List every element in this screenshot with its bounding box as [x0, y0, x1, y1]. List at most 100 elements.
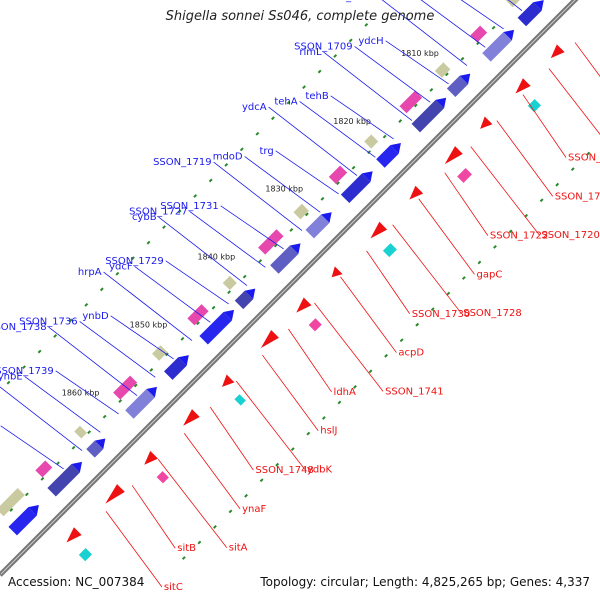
forward-gene-block: [270, 245, 299, 274]
forward-gene-block: [125, 389, 155, 419]
tick-dot-far: [317, 69, 322, 74]
tick-dot-inner: [196, 321, 200, 326]
tick-dot-outer: [353, 385, 357, 389]
reverse-gene-label: sitA: [229, 543, 248, 554]
tick-dot-inner: [102, 414, 107, 419]
reverse-gene-arrow: [66, 527, 82, 543]
forward-gene-block: [199, 311, 232, 345]
forward-gene-label: SSON_1709: [294, 41, 353, 52]
tick-dot-outer: [228, 509, 233, 514]
forward-gene-block: [482, 31, 512, 62]
forward-gene-label: cybB: [132, 212, 157, 223]
reverse-gene-arrow: [480, 116, 493, 129]
tick-dot-far: [193, 194, 198, 198]
tick-dot-inner: [242, 274, 247, 279]
tick-dot-outer: [368, 369, 373, 374]
forward-gene-annotation: [187, 304, 209, 326]
tick-dot-outer: [399, 338, 404, 343]
forward-gene-annotation: [328, 165, 348, 184]
reverse-gene-label: ydbK: [307, 464, 333, 475]
forward-gene-block: [47, 463, 80, 497]
forward-gene-arrow: [178, 355, 189, 366]
kbp-marker: 1810 kbp: [401, 49, 439, 58]
reverse-gene-block: [234, 394, 246, 406]
forward-gene-label: ydcA: [242, 102, 267, 113]
forward-label-leader: [244, 156, 321, 213]
forward-gene-annotation: [293, 203, 310, 220]
forward-label-leader: [158, 216, 248, 286]
forward-gene-label: tehA: [274, 96, 297, 107]
reverse-gene-arrow: [222, 374, 235, 387]
forward-gene-block: [305, 214, 330, 239]
forward-label-leader: [0, 425, 64, 470]
tick-dot-outer: [275, 462, 280, 467]
forward-label-leader: [189, 211, 266, 268]
forward-gene-arrow: [533, 0, 544, 11]
forward-gene-label: trg: [259, 146, 273, 157]
tick-dot-inner: [320, 196, 325, 201]
reverse-gene-label: hslJ: [320, 426, 337, 437]
tick-dot-outer: [197, 540, 202, 545]
tick-dot-far: [146, 240, 151, 245]
forward-gene-block: [86, 440, 104, 458]
reverse-gene-label: ynaF: [242, 504, 266, 515]
forward-gene-arrow: [71, 461, 83, 473]
reverse-label-leader: [418, 198, 475, 275]
tick-dot-far: [99, 287, 104, 292]
forward-label-leader: [220, 205, 284, 250]
forward-gene-label: rimL: [299, 47, 322, 58]
forward-gene-arrow: [503, 29, 515, 41]
reverse-gene-block: [527, 99, 542, 113]
tick-dot-inner: [413, 103, 418, 108]
forward-gene-label: ydcH: [358, 36, 383, 47]
tick-dot-outer: [586, 151, 591, 156]
forward-gene-annotation: [470, 25, 488, 43]
reverse-gene-arrow: [444, 146, 463, 165]
reverse-label-leader: [131, 485, 176, 549]
forward-gene-arrow: [390, 142, 401, 154]
reverse-gene-arrow: [296, 297, 312, 313]
forward-gene-label: SSON_1729: [105, 256, 164, 267]
forward-gene-label: ydcF: [109, 261, 133, 272]
forward-gene-annotation: [0, 488, 25, 517]
forward-gene-arrow: [289, 243, 301, 254]
forward-gene-block: [517, 2, 542, 27]
tick-dot-outer: [461, 276, 466, 280]
reverse-gene-arrow: [260, 329, 279, 349]
reverse-label-leader: [548, 68, 600, 135]
forward-label-leader: [275, 150, 339, 195]
forward-gene-label: SSON_1738: [0, 322, 47, 333]
forward-gene-arrow: [435, 97, 447, 109]
reverse-gene-arrow: [105, 484, 125, 504]
tick-dot-inner: [71, 445, 76, 450]
tick-dot-inner: [336, 181, 340, 186]
forward-gene-arrow: [244, 288, 256, 300]
forward-label-leader: [323, 51, 413, 121]
tick-dot-far: [271, 116, 275, 121]
reverse-label-leader: [366, 250, 411, 315]
genome-backbone: [0, 0, 579, 577]
forward-label-leader: [103, 271, 193, 341]
reverse-label-leader: [340, 276, 397, 353]
forward-gene-block: [234, 290, 254, 310]
tick-dot-outer: [477, 260, 482, 265]
forward-label-leader: [165, 260, 229, 305]
tick-dot-outer: [337, 400, 342, 405]
tick-dot-outer: [493, 244, 497, 249]
forward-gene-block: [340, 173, 371, 204]
tick-dot-inner: [133, 383, 138, 388]
tick-dot-far: [22, 365, 26, 370]
tick-dot-inner: [304, 212, 309, 217]
kbp-marker: 1820 kbp: [333, 117, 371, 126]
reverse-gene-label: SSON_1720: [541, 230, 600, 241]
tick-dot-inner: [258, 259, 263, 263]
forward-label-leader: [134, 266, 211, 323]
tick-dot-outer: [570, 167, 575, 172]
reverse-gene-label: SSON_1748: [255, 465, 313, 476]
forward-gene-arrow: [459, 73, 471, 85]
tick-dot-inner: [351, 165, 356, 170]
forward-label-leader: [55, 370, 119, 415]
forward-gene-block: [411, 99, 445, 133]
